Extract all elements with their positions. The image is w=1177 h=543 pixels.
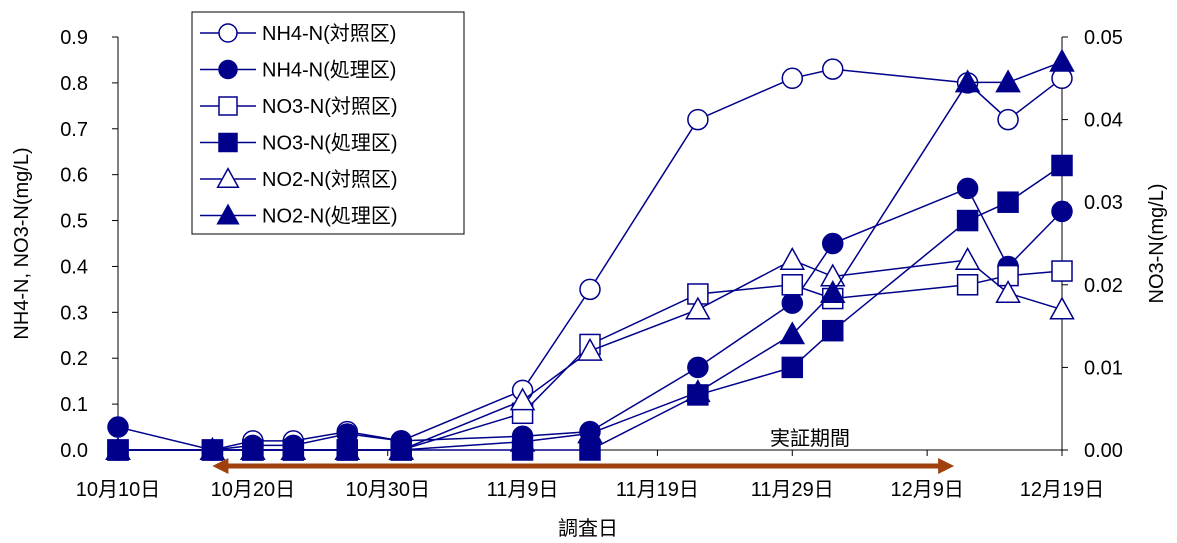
data-point [781,274,804,296]
legend: NH4-N(対照区) NH4-N(処理区) NO3-N(対照区) NO3-N(処理区)… [191,11,465,235]
data-point [997,108,1019,131]
legend-item: NH4-N(対照区) [200,22,396,45]
y-left-tick-label: 0.0 [60,440,88,462]
y-left-tick-label: 0.2 [60,348,88,370]
data-point [388,436,414,460]
data-point [280,436,307,460]
x-tick-label: 11月29日 [751,479,834,501]
data-point [107,416,129,438]
data-point [956,177,979,200]
data-point [997,191,1019,213]
data-point [954,69,981,93]
x-tick-label: 11月19日 [616,479,699,501]
legend-item: NO3-N(処理区) [200,132,398,155]
series-layer [105,48,1075,461]
legend-box [191,11,465,235]
data-point [334,436,361,460]
y-axis-left-title: NH4-N, NO3-N(mg/L) [11,147,33,339]
data-point [781,292,804,314]
legend-label: NO3-N(処理区) [262,132,398,155]
data-point [509,387,536,411]
legend-label: NH4-N(処理区) [262,59,396,82]
y-right-tick-label: 0.00 [1084,440,1123,462]
legend-marker [216,167,240,189]
x-tick-label: 10月10日 [76,479,161,501]
data-point [509,428,536,452]
data-point [995,69,1021,93]
data-point [956,209,979,232]
data-point [685,296,711,320]
legend-item: NO2-N(対照区) [200,167,398,191]
y-right-tick-label: 0.04 [1084,110,1123,132]
data-point [105,436,131,460]
legend-marker [218,59,238,80]
data-point [779,321,806,345]
y-right-tick-label: 0.03 [1084,192,1123,214]
data-point [1051,200,1073,223]
axes-layer: 0.0 0.1 0.2 0.3 0.4 0.5 0.6 0.7 0.8 0.9 0.00 0.01 0.… [11,27,1168,501]
y-axis-right-title: NO3-N(mg/L) [1146,183,1168,303]
x-tick-label: 12月19日 [1020,479,1105,501]
data-point [995,280,1021,304]
y-right-tick-label: 0.01 [1084,357,1123,379]
y-right-tick-label: 0.05 [1084,27,1123,49]
legend-marker [216,203,240,225]
data-point [956,274,979,296]
data-point [779,246,806,270]
y-left-tick-label: 0.1 [60,394,88,416]
data-point [954,246,981,270]
y-left-tick-label: 0.4 [60,256,88,278]
y-left-tick-label: 0.5 [60,211,88,233]
legend-label: NO2-N(処理区) [262,205,398,228]
y-right-tick-label: 0.02 [1084,275,1123,297]
legend-label: NO2-N(対照区) [262,168,398,191]
legend-marker [218,132,238,153]
legend-label: NH4-N(対照区) [262,22,396,45]
y-left-tick-label: 0.8 [60,73,88,95]
annotation-arrow-head-right [938,458,955,474]
x-tick-label: 12月9日 [890,479,963,501]
data-point [687,108,709,131]
y-left-tick-label: 0.3 [60,302,88,324]
legend-item: NO3-N(対照区) [200,95,398,118]
legend-item: NH4-N(処理区) [200,59,396,82]
data-point [240,436,266,460]
annotation-label: 実証期間 [770,427,850,450]
data-point [821,319,844,342]
y-left-tick-label: 0.9 [60,27,88,49]
data-point [577,420,603,444]
y-left-tick-label: 0.6 [60,165,88,187]
series-6 [105,48,1075,460]
data-point [821,58,844,80]
data-point [1051,260,1073,282]
data-point [199,436,226,460]
data-point [1049,296,1075,320]
y-left-tick-label: 0.7 [60,119,88,141]
data-point [687,356,709,379]
legend-marker [218,96,238,116]
data-point [579,278,601,301]
annotation-layer: 実証期間 [212,427,955,474]
data-point [781,356,804,379]
x-tick-label: 10月30日 [345,479,430,501]
x-axis-title: 調査日 [558,517,618,540]
legend-marker [218,23,238,43]
data-point [1049,48,1075,72]
data-point [685,379,711,403]
legend-item: NO2-N(処理区) [200,203,398,228]
x-tick-label: 10月20日 [211,479,296,501]
annotation-arrow-head-left [212,458,229,474]
data-point [821,232,844,255]
data-point [577,337,603,361]
data-point [819,280,846,304]
data-point [1051,154,1073,177]
data-point [781,67,804,90]
x-tick-label: 11月9日 [487,479,559,501]
legend-label: NO3-N(対照区) [262,95,398,118]
